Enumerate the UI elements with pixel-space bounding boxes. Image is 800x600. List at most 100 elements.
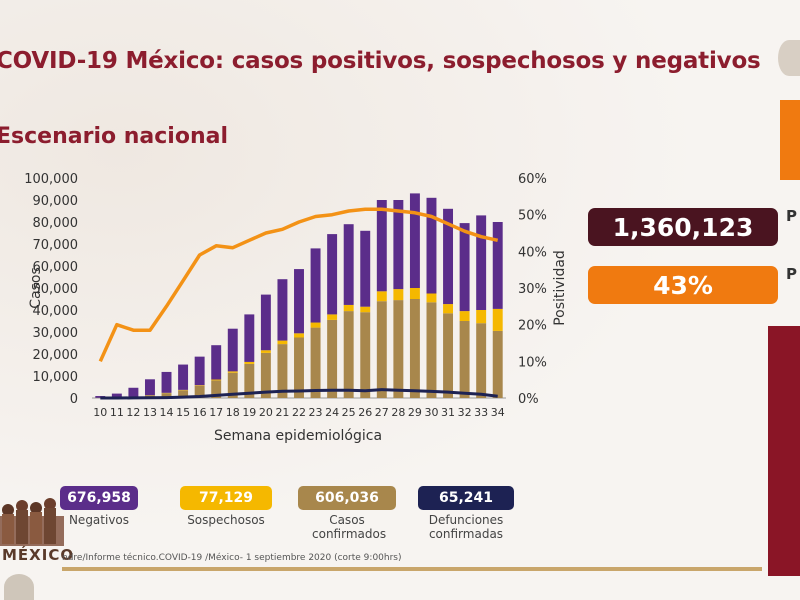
y-tick-label: 40,000 (33, 304, 79, 319)
y2-tick-label: 0% (518, 392, 539, 407)
x-tick-label: 34 (491, 406, 505, 419)
legend-defunciones-value: 65,241 (418, 486, 514, 510)
legend-confirmados: 606,036 Casos confirmados (298, 486, 396, 541)
x-tick-label: 15 (176, 406, 190, 419)
bar-segment (227, 372, 238, 398)
bar-segment (409, 288, 420, 299)
y-tick-label: 80,000 (33, 216, 79, 231)
x-tick-label: 16 (193, 406, 207, 419)
seal-icon (778, 40, 800, 76)
bar-segment (459, 223, 470, 312)
bar-segment (393, 200, 404, 290)
page-subtitle: Escenario nacional (0, 124, 229, 149)
bar-segment (194, 356, 205, 386)
bar-segment (443, 304, 454, 314)
x-tick-label: 14 (160, 406, 174, 419)
x-tick-label: 22 (292, 406, 306, 419)
x-tick-label: 21 (275, 406, 289, 419)
bar-segment (327, 319, 338, 398)
bar-segment (443, 313, 454, 398)
bar-segment (227, 371, 238, 373)
bar-segment (244, 363, 255, 398)
y2-tick-label: 20% (518, 319, 547, 334)
y-tick-label: 100,000 (24, 172, 78, 187)
bar-segment (409, 193, 420, 288)
x-tick-label: 24 (325, 406, 339, 419)
footer-bar (62, 567, 762, 571)
bar-segment (310, 327, 321, 398)
bar-segment (194, 385, 205, 386)
bar-segment (393, 289, 404, 301)
bar-segment (211, 380, 222, 398)
y-tick-label: 30,000 (33, 326, 79, 341)
legend-confirmados-value: 606,036 (298, 486, 396, 510)
bar-segment (476, 215, 487, 310)
bar-segment (343, 311, 354, 398)
legend-defunciones-label: Defunciones confirmadas (428, 513, 504, 541)
y-tick-label: 20,000 (33, 348, 79, 363)
bar-segment (294, 269, 304, 334)
x-tick-label: 11 (110, 406, 124, 419)
orange-panel (780, 100, 800, 180)
y2-tick-label: 50% (518, 209, 547, 224)
x-tick-label: 27 (375, 406, 389, 419)
y-tick-label: 60,000 (33, 260, 79, 275)
y2-tick-label: 60% (518, 172, 547, 187)
chart-lines (98, 207, 499, 400)
y2-tick-label: 40% (518, 245, 547, 260)
mexico-wordmark: MÉXICO (2, 546, 75, 564)
bar-segment (294, 333, 304, 338)
stat-positivity-value: 43% (588, 266, 778, 304)
bar-segment (144, 379, 155, 396)
bar-segment (260, 352, 271, 398)
y-axis-title: Casos (28, 267, 44, 309)
bar-segment (327, 234, 338, 315)
legend-sospechosos: 77,129 Sospechosos (180, 486, 272, 527)
bar-segment (111, 393, 122, 398)
y-tick-label: 50,000 (33, 282, 79, 297)
bar-segment (443, 208, 454, 305)
page-title: COVID-19 México: casos positivos, sospec… (0, 48, 761, 74)
x-tick-label: 33 (474, 406, 488, 419)
stat-total-label: P es (786, 207, 800, 225)
y-tick-label: 90,000 (33, 194, 79, 209)
bar-segment (294, 337, 304, 398)
chart-bars (95, 193, 503, 398)
bar-segment (376, 200, 387, 292)
bar-segment (244, 314, 255, 362)
line-series (100, 388, 498, 400)
y-tick-label: 70,000 (33, 238, 79, 253)
bar-segment (492, 308, 503, 331)
bar-segment (161, 393, 172, 398)
bar-segment (244, 361, 255, 364)
x-tick-label: 26 (358, 406, 372, 419)
x-tick-label: 28 (391, 406, 405, 419)
x-tick-label: 12 (126, 406, 140, 419)
bar-segment (459, 321, 470, 398)
bar-segment (376, 291, 387, 302)
bar-segment (360, 312, 371, 398)
bar-segment (360, 230, 371, 307)
bar-segment (459, 311, 470, 321)
stat-positivity-label: P Si (786, 265, 800, 283)
bar-segment (211, 345, 222, 380)
x-tick-label: 17 (209, 406, 223, 419)
bar-segment (343, 304, 354, 312)
stat-total-value: 1,360,123 (588, 208, 778, 246)
bar-segment (343, 224, 354, 305)
bar-segment (310, 322, 321, 328)
x-tick-label: 18 (226, 406, 240, 419)
bar-segment (194, 385, 205, 398)
bar-segment (95, 396, 106, 398)
legend-negativos-value: 676,958 (60, 486, 138, 510)
y-tick-label: 10,000 (33, 370, 79, 385)
legend-defunciones: 65,241 Defunciones confirmadas (418, 486, 514, 541)
bar-segment (178, 364, 189, 390)
bar-segment (310, 248, 321, 323)
chart-axes: 0 10,000 20,000 30,000 40,000 50,000 60,000 70,… (24, 172, 568, 444)
y2-axis-title: Positividad (552, 250, 568, 326)
bar-segment (211, 379, 222, 381)
x-tick-label: 29 (408, 406, 422, 419)
bar-segment (227, 328, 238, 372)
legend-confirmados-label: Casos confirmados (312, 513, 387, 541)
